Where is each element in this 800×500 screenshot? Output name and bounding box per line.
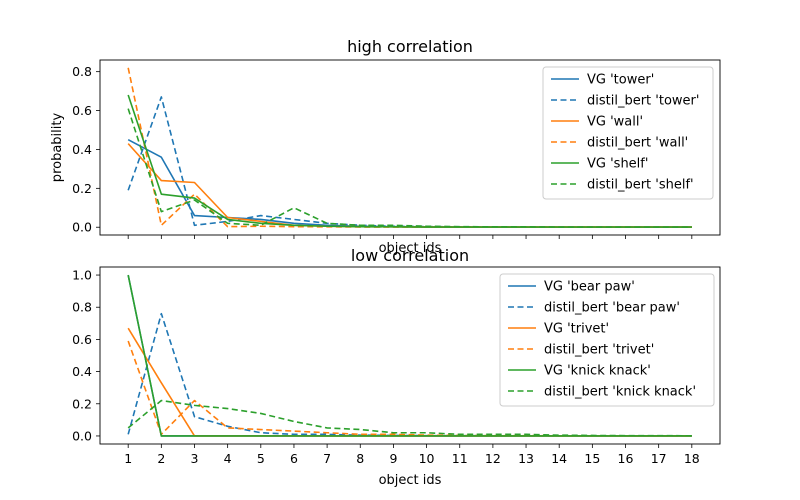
x-tick-label: 1 [124,451,132,466]
x-tick-label: 16 [618,451,634,466]
legend-entry: distil_bert 'bear paw' [544,301,680,316]
y-tick-label: 0.0 [72,220,92,235]
legend-entry: VG 'tower' [587,73,654,88]
y-tick-label: 0.6 [72,103,92,118]
x-tick-label: 12 [485,451,501,466]
series-line-6 [127,108,692,228]
x-tick-label: 17 [651,451,667,466]
legend-box [542,66,714,200]
axes-frame [99,266,721,445]
x-tick-label: 10 [419,451,435,466]
legend: VG 'tower' distil_bert 'tower' VG 'wall' di… [542,66,714,200]
y-tick-label: 0.2 [72,396,92,411]
x-axis-label: object ids [379,473,442,488]
chart-title: low correlation [351,246,469,265]
x-tick-label: 4 [224,451,232,466]
x-tick-label: 2 [157,451,165,466]
legend-entry: VG 'wall' [587,115,643,130]
legend-entry: distil_bert 'knick knack' [544,385,696,400]
x-tick-label: 15 [584,451,600,466]
y-tick-label: 0.2 [72,181,92,196]
legend-entry: distil_bert 'tower' [587,94,699,109]
legend: VG 'bear paw' distil_bert 'bear paw' VG 't… [499,273,715,407]
legend-entry: VG 'trivet' [544,322,609,337]
y-tick-label: 0.8 [72,64,92,79]
chart-panel-1: high correlation 0.0 0.2 0.4 0.6 0.8 object id… [50,37,721,256]
legend-entry: distil_bert 'shelf' [587,178,694,193]
legend-entry: VG 'bear paw' [544,280,635,295]
x-tick-label: 9 [389,451,397,466]
legend-entry: distil_bert 'wall' [587,136,688,151]
x-tick-label: 18 [684,451,700,466]
legend-box [499,273,715,407]
x-tick-label: 6 [290,451,298,466]
x-tick-label: 11 [452,451,468,466]
x-tick-label: 13 [518,451,534,466]
chart-title: high correlation [347,37,473,56]
legend-entry: VG 'knick knack' [544,364,651,379]
axes-frame [99,59,721,236]
x-tick-label: 14 [551,451,567,466]
y-tick-label: 1.0 [72,268,92,283]
x-tick-label: 3 [191,451,199,466]
y-tick-label: 0.4 [72,142,92,157]
x-tick-label: 7 [323,451,331,466]
series-line-4 [127,340,692,437]
x-tick-label: 8 [356,451,364,466]
legend-entry: VG 'shelf' [587,157,648,172]
legend-entry: distil_bert 'trivet' [544,343,654,358]
y-tick-label: 0.4 [72,364,92,379]
y-tick-label: 0.6 [72,332,92,347]
y-tick-label: 0.8 [72,300,92,315]
y-tick-label: 0.0 [72,428,92,443]
y-axis-label: probability [50,113,65,183]
x-tick-label: 5 [257,451,265,466]
x-axis-label: object ids [379,241,442,256]
series-line-5 [127,274,692,437]
